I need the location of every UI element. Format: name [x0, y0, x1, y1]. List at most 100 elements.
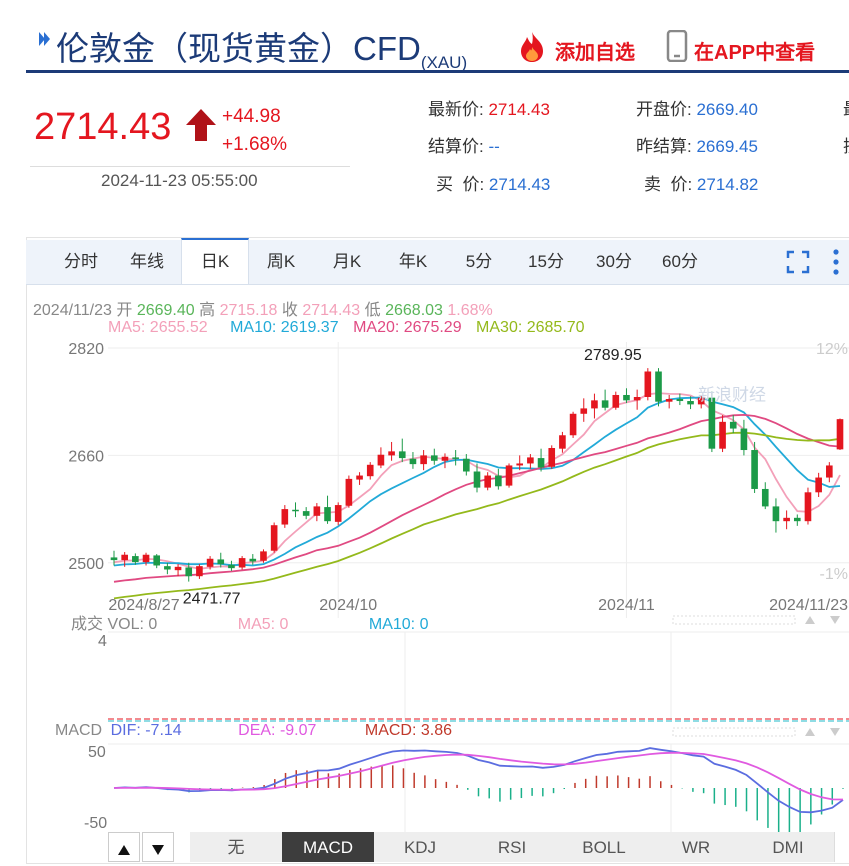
macd-up-icon[interactable] [805, 728, 815, 736]
candle[interactable] [623, 388, 630, 404]
candle[interactable] [153, 554, 161, 569]
candle[interactable] [174, 564, 182, 577]
candle[interactable] [281, 505, 289, 528]
candle[interactable] [206, 556, 214, 570]
candle[interactable] [463, 454, 470, 476]
candle[interactable] [164, 562, 171, 575]
fullscreen-icon[interactable] [786, 250, 810, 274]
candle[interactable] [366, 462, 374, 480]
indicator-tab-none[interactable]: 无 [190, 832, 283, 862]
more-options-icon[interactable] [832, 248, 840, 276]
candle[interactable] [441, 453, 449, 469]
candle[interactable] [142, 552, 150, 566]
candle[interactable] [633, 389, 641, 410]
candle[interactable] [783, 510, 790, 530]
tab-15min[interactable]: 15分 [528, 252, 564, 271]
candle[interactable] [260, 549, 267, 563]
candle[interactable] [676, 393, 684, 406]
candle[interactable] [430, 448, 438, 465]
candle[interactable] [388, 441, 395, 461]
indicator-tab-boll[interactable]: BOLL [558, 832, 651, 862]
tab-60min[interactable]: 60分 [662, 252, 698, 271]
candle[interactable] [772, 498, 780, 533]
candle[interactable] [409, 452, 417, 469]
candle[interactable] [580, 398, 588, 422]
indicator-tab-dmi[interactable]: DMI [742, 832, 835, 862]
candle-body [463, 458, 470, 472]
tab-30min[interactable]: 30分 [596, 252, 632, 271]
candle[interactable] [270, 522, 278, 553]
phone-icon [666, 30, 688, 62]
candle[interactable] [729, 415, 737, 434]
candle[interactable] [836, 418, 844, 451]
candle[interactable] [804, 487, 812, 525]
candle[interactable] [292, 502, 299, 518]
indicator-tab-kdj[interactable]: KDJ [374, 832, 467, 862]
tab-intraday[interactable]: 分时 [64, 252, 98, 271]
candle[interactable] [612, 391, 620, 410]
candle[interactable] [505, 463, 513, 488]
candle[interactable] [815, 472, 822, 498]
candle[interactable] [121, 552, 128, 567]
candle[interactable] [398, 438, 406, 463]
candle[interactable] [697, 395, 705, 409]
candle[interactable] [484, 472, 491, 491]
candle[interactable] [826, 462, 833, 483]
candle[interactable] [516, 455, 524, 471]
candle[interactable] [334, 502, 342, 526]
candle[interactable] [302, 507, 310, 520]
tab-5min[interactable]: 5分 [465, 252, 493, 271]
candle[interactable] [793, 514, 801, 526]
tab-weekly-k[interactable]: 周K [266, 252, 296, 271]
candle[interactable] [238, 556, 246, 570]
tab-monthly-k[interactable]: 月K [332, 252, 362, 271]
candle[interactable] [356, 472, 363, 485]
tab-daily-k[interactable]: 日K [181, 238, 249, 284]
candle[interactable] [591, 393, 598, 419]
candle[interactable] [110, 550, 118, 566]
scroll-up-button[interactable] [108, 832, 140, 862]
candle[interactable] [548, 445, 556, 469]
scroll-down-button[interactable] [142, 832, 174, 862]
candle[interactable] [377, 447, 385, 469]
candle[interactable] [761, 482, 769, 510]
tab-yearly-k[interactable]: 年K [398, 252, 428, 271]
candle[interactable] [740, 419, 748, 456]
candle[interactable] [132, 553, 139, 565]
panel-up-icon[interactable] [805, 616, 815, 624]
indicator-tab-wr[interactable]: WR [650, 832, 743, 862]
candle[interactable] [601, 389, 609, 411]
candle[interactable] [345, 475, 353, 508]
vol-panel-controls[interactable] [672, 615, 840, 625]
panel-down-icon[interactable] [830, 616, 840, 624]
candle[interactable] [719, 415, 726, 453]
tab-year-line[interactable]: 年线 [130, 252, 164, 271]
candle[interactable] [537, 448, 545, 472]
candle[interactable] [313, 503, 321, 522]
candle[interactable] [185, 562, 193, 582]
indicator-tab-rsi[interactable]: RSI [466, 832, 559, 862]
macd-panel-controls[interactable] [672, 727, 840, 737]
candle[interactable] [708, 391, 716, 453]
candle[interactable] [751, 441, 758, 493]
candle[interactable] [324, 495, 331, 524]
candle[interactable] [452, 450, 459, 466]
candle-body [836, 419, 844, 450]
candle[interactable] [217, 552, 225, 568]
candle[interactable] [249, 554, 257, 565]
indicator-tab-macd[interactable]: MACD [282, 832, 375, 862]
candle[interactable] [420, 450, 427, 471]
candlestick-chart[interactable]: 28202660250012%-1%新浪财经2789.952471.772024… [26, 338, 849, 618]
macd-down-icon[interactable] [830, 728, 840, 736]
candle[interactable] [196, 564, 203, 579]
candle[interactable] [644, 368, 652, 401]
candle[interactable] [655, 368, 662, 407]
candle[interactable] [527, 454, 534, 469]
candle[interactable] [473, 463, 481, 493]
candle[interactable] [228, 560, 235, 571]
candle[interactable] [495, 468, 502, 490]
candle[interactable] [569, 411, 577, 438]
candle[interactable] [559, 431, 566, 453]
candle[interactable] [687, 396, 694, 410]
candle[interactable] [665, 394, 673, 409]
